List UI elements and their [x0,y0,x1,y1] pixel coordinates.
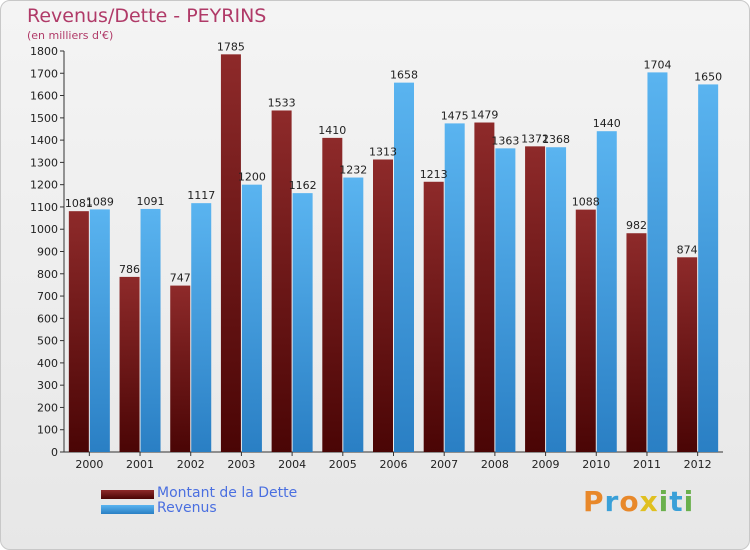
bar-revenue [444,123,465,453]
x-tick-label: 2005 [329,458,357,471]
bar-revenue [140,208,161,452]
data-label-debt: 874 [677,243,698,256]
data-label-debt: 1213 [420,168,448,181]
x-tick-label: 2002 [177,458,205,471]
data-label-revenue: 1091 [137,195,165,208]
data-label-revenue: 1658 [390,69,418,82]
y-axis: 0 100 200 300 400 500 600 700 800 900 1000 1100 1200… [30,45,65,459]
x-tick-label: 2012 [684,458,712,471]
data-label-debt: 1313 [369,145,397,158]
x-tick-label: 2011 [633,458,661,471]
bar-revenue [241,184,262,452]
data-label-revenue: 1363 [491,134,519,147]
data-label-revenue: 1162 [289,179,317,192]
legend-swatch-debt [101,490,154,499]
x-tick-label: 2009 [532,458,560,471]
data-label-debt: 747 [170,272,191,285]
y-tick-label: 600 [37,312,58,325]
bar-debt [373,159,393,452]
bar-revenue [647,72,668,453]
y-tick-label: 700 [37,290,58,303]
data-label-debt: 982 [626,219,647,232]
bar-debt [423,181,444,452]
y-tick-label: 1600 [30,90,58,103]
bar-revenue [495,148,516,452]
legend-label-debt: Montant de la Dette [157,485,298,501]
chart-subtitle: (en milliers d'€) [27,29,114,42]
data-label-revenue: 1089 [86,195,114,208]
data-label-revenue: 1200 [238,171,266,184]
y-tick-label: 200 [37,401,58,414]
bar-debt [271,110,292,453]
y-tick-label: 0 [51,446,58,459]
data-label-revenue: 1440 [593,117,621,130]
legend-label-revenue: Revenus [157,500,217,516]
bar-revenue [394,82,414,452]
bar-revenue [698,84,719,453]
data-label-revenue: 1117 [187,189,215,202]
data-label-debt: 1081 [65,197,93,210]
data-label-debt: 1479 [470,109,498,122]
x-axis: 2000 2001 2002 2003 2004 2005 2006 2007 2008 2009… [64,451,723,471]
bar-debt [525,146,546,453]
x-tick-label: 2000 [75,458,103,471]
data-label-revenue: 1368 [542,133,570,146]
bar-debt [220,54,241,452]
bar-revenue [89,209,110,452]
x-tick-label: 2008 [481,458,509,471]
y-tick-label: 500 [37,335,58,348]
data-label-debt: 1410 [318,124,346,137]
bar-revenue [546,147,567,453]
y-tick-label: 1000 [30,223,58,236]
bar-revenue [596,131,617,452]
x-tick-label: 2004 [278,458,306,471]
y-tick-label: 400 [37,357,58,370]
bar-debt [626,233,647,452]
y-tick-label: 1400 [30,134,58,147]
data-label-debt: 1372 [521,132,549,145]
chart-title: Revenus/Dette - PEYRINS [27,5,267,27]
data-label-revenue: 1650 [694,70,722,83]
y-tick-label: 1200 [30,179,58,192]
y-tick-label: 100 [37,424,58,437]
data-label-debt: 1088 [572,196,600,209]
y-tick-label: 1300 [30,156,58,169]
x-tick-label: 2001 [126,458,154,471]
x-tick-label: 2007 [430,458,458,471]
bars [68,54,719,453]
x-tick-label: 2010 [582,458,610,471]
y-tick-label: 1700 [30,67,58,80]
x-tick-label: 2006 [380,458,408,471]
y-tick-label: 800 [37,268,58,281]
data-label-revenue: 1704 [643,58,671,71]
x-tick-label: 2003 [227,458,255,471]
bar-debt [322,137,343,452]
y-tick-label: 1100 [30,201,58,214]
data-label-debt: 1533 [268,96,296,109]
data-label-debt: 1785 [217,40,245,53]
y-tick-label: 300 [37,379,58,392]
bar-debt [575,209,596,452]
data-label-debt: 786 [119,263,140,276]
bar-debt [474,122,495,453]
data-label-revenue: 1232 [339,164,367,177]
bar-debt [119,276,140,452]
y-tick-label: 1500 [30,112,58,125]
bar-debt [170,285,191,452]
bar-debt [677,257,698,452]
bar-revenue [292,193,313,453]
y-tick-label: 900 [37,246,58,259]
data-label-revenue: 1475 [441,109,469,122]
bar-revenue [191,203,212,452]
bar-revenue [343,177,364,452]
bar-debt [68,211,89,452]
legend-swatch-revenue [101,505,154,514]
proxiti-logo: Proxiti [583,485,695,518]
y-tick-label: 1800 [30,45,58,58]
